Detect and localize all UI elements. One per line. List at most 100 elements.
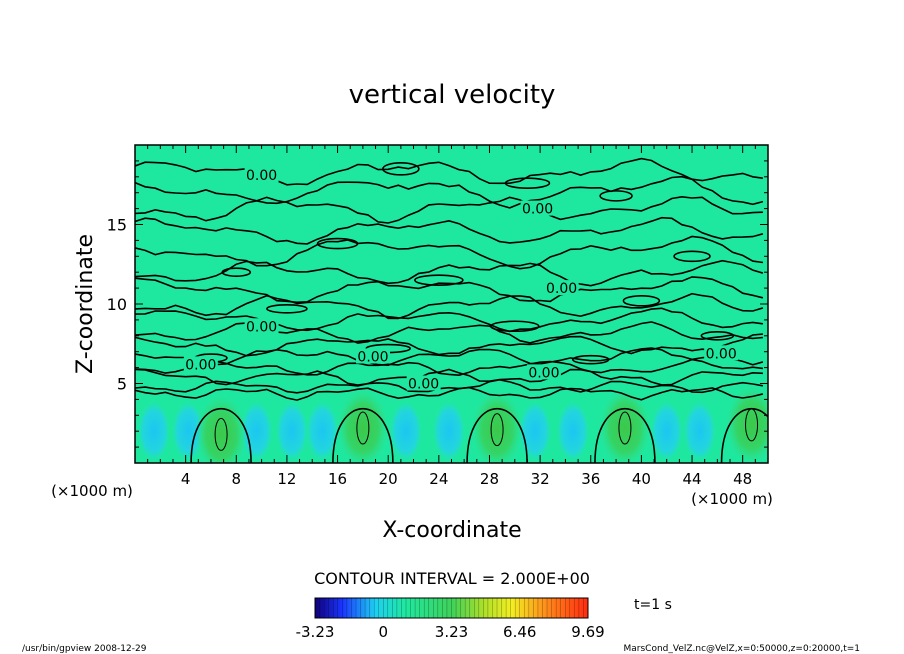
contour-line bbox=[135, 259, 764, 287]
contour-label-bg bbox=[406, 375, 441, 391]
contour-label-bg bbox=[356, 348, 391, 364]
updraft-cell bbox=[725, 384, 768, 463]
x-tick-label: 16 bbox=[328, 470, 347, 488]
contour-line bbox=[135, 378, 764, 394]
contour-island bbox=[414, 274, 464, 286]
y-tick-label: 5 bbox=[117, 375, 127, 394]
contour-line bbox=[135, 386, 764, 401]
plot-area: 0.00 0.00 0.00 0.00 0.00 0.00 0.00 0.00 0.00 bbox=[135, 145, 768, 463]
updraft-core-contour bbox=[214, 417, 228, 451]
y-tick-label: 10 bbox=[107, 295, 127, 314]
contour-label-bg bbox=[183, 356, 218, 372]
contour-island bbox=[266, 303, 308, 314]
updraft-contour bbox=[466, 408, 528, 463]
downdraft-cell bbox=[519, 401, 552, 462]
contour-island bbox=[316, 237, 359, 250]
contour-line bbox=[135, 368, 763, 386]
colorbar-bins bbox=[319, 598, 584, 618]
updraft-contour bbox=[332, 408, 394, 463]
contour-line bbox=[135, 195, 763, 224]
contour-label: 0.00 bbox=[522, 202, 553, 218]
downdraft-cell bbox=[137, 401, 170, 462]
downdraft-cell bbox=[557, 401, 590, 462]
colorbar-tick-label: 6.46 bbox=[503, 623, 536, 641]
contour-label-bg bbox=[520, 200, 555, 216]
updraft-cell bbox=[471, 389, 524, 463]
contour-line bbox=[135, 321, 763, 344]
x-tick-label: 44 bbox=[682, 470, 701, 488]
contour-island bbox=[221, 267, 252, 278]
x-tick-label: 40 bbox=[632, 470, 651, 488]
contour-island bbox=[504, 177, 551, 189]
contour-line bbox=[135, 358, 763, 377]
convective-layer bbox=[137, 384, 768, 463]
contour-label-bg bbox=[526, 364, 561, 380]
updraft-core-contour bbox=[356, 411, 370, 445]
time-label: t=1 s bbox=[634, 597, 672, 613]
updraft-contour bbox=[190, 408, 252, 463]
x-tick-label: 24 bbox=[429, 470, 448, 488]
colorbar-tick-label: 0 bbox=[378, 623, 388, 641]
x-axis: 4 8 12 16 20 24 28 32 36 40 44 48 bbox=[134, 145, 769, 488]
contour-label-bg bbox=[244, 167, 279, 183]
contour-island bbox=[571, 354, 610, 365]
contour-label-bg bbox=[704, 345, 739, 361]
colorbar: -3.23 0 3.23 6.46 9.69 bbox=[296, 597, 605, 641]
contour-line bbox=[135, 216, 764, 245]
updraft-core-contour bbox=[618, 411, 632, 445]
y-axis-label: Z-coordinate bbox=[73, 234, 98, 374]
contour-label: 0.00 bbox=[185, 357, 216, 373]
contour-labels: 0.00 0.00 0.00 0.00 0.00 0.00 0.00 0.00 0.00 bbox=[183, 167, 739, 393]
contour-island bbox=[489, 320, 540, 333]
downdraft-cell bbox=[172, 401, 205, 462]
updraft-core-contour bbox=[490, 413, 504, 447]
colorbar-tick-label: -3.23 bbox=[296, 623, 335, 641]
colorbar-tick-label: 3.23 bbox=[435, 623, 468, 641]
contour-line bbox=[135, 157, 764, 186]
colorbar-tick-labels: -3.23 0 3.23 6.46 9.69 bbox=[296, 623, 605, 641]
contour-line bbox=[135, 307, 764, 333]
contour-label-bg bbox=[244, 318, 279, 334]
contour-island bbox=[382, 162, 420, 176]
contour-line bbox=[135, 276, 764, 304]
colorbar-tick-label: 9.69 bbox=[571, 623, 604, 641]
downdraft-cell bbox=[275, 401, 308, 462]
downdraft-cell bbox=[306, 401, 339, 462]
contour-label: 0.00 bbox=[357, 349, 388, 365]
x-tick-label: 32 bbox=[531, 470, 550, 488]
x-tick-label: 4 bbox=[181, 470, 191, 488]
x-tick-label: 12 bbox=[277, 470, 296, 488]
x-tick-label: 8 bbox=[232, 470, 242, 488]
updraft-core-contour bbox=[745, 408, 759, 442]
contour-label: 0.00 bbox=[706, 346, 737, 362]
contour-line bbox=[135, 347, 764, 367]
x-axis-label: X-coordinate bbox=[382, 518, 521, 543]
x-tick-label: 48 bbox=[733, 470, 752, 488]
contour-interval: CONTOUR INTERVAL = 2.000E+00 bbox=[314, 569, 590, 588]
contour-line bbox=[135, 175, 764, 209]
contour-island bbox=[622, 295, 661, 307]
contour-line bbox=[135, 333, 763, 357]
downdraft-cell bbox=[432, 401, 465, 462]
y-tick-label: 15 bbox=[107, 216, 127, 235]
y-axis: 5 10 15 bbox=[107, 144, 768, 464]
contour-label: 0.00 bbox=[546, 281, 577, 297]
x-unit-left: (×1000 m) bbox=[51, 482, 133, 500]
contour-label-bg bbox=[544, 280, 579, 296]
contour-label: 0.00 bbox=[246, 168, 277, 184]
footer-program: /usr/bin/gpview 2008-12-29 bbox=[22, 644, 147, 654]
downdraft-cell bbox=[683, 401, 716, 462]
updraft-contour bbox=[594, 408, 656, 463]
contour-label: 0.00 bbox=[408, 377, 439, 393]
contour-label: 0.00 bbox=[528, 365, 559, 381]
updraft-cell bbox=[598, 388, 651, 463]
updraft-cell bbox=[195, 394, 248, 463]
x-tick-label: 20 bbox=[379, 470, 398, 488]
contour-island bbox=[700, 330, 735, 341]
downdraft-cell bbox=[240, 401, 273, 462]
contour-line bbox=[135, 235, 764, 270]
contour-island bbox=[673, 250, 711, 263]
downdraft-cell bbox=[650, 401, 683, 462]
x-unit-right: (×1000 m) bbox=[691, 490, 773, 508]
